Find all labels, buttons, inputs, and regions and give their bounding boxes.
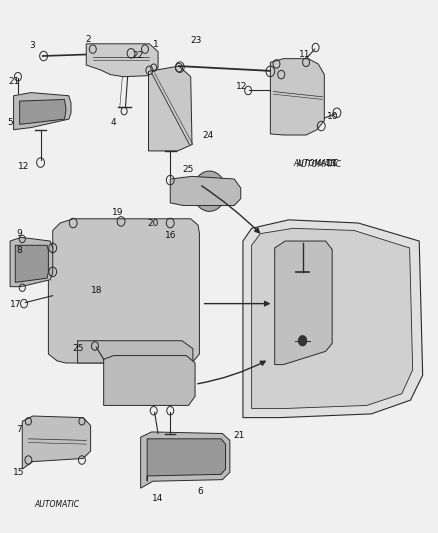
Text: 23: 23	[191, 36, 202, 45]
Text: AUTOMATIC: AUTOMATIC	[297, 160, 342, 168]
Text: 13: 13	[325, 159, 337, 167]
Circle shape	[131, 361, 166, 403]
Text: 12: 12	[236, 82, 247, 91]
Text: 1: 1	[153, 41, 159, 50]
Text: 4: 4	[111, 118, 117, 127]
Text: 5: 5	[7, 118, 13, 127]
Text: 12: 12	[18, 163, 30, 171]
Text: 7: 7	[16, 425, 21, 434]
Circle shape	[296, 293, 310, 310]
Polygon shape	[10, 237, 53, 287]
Text: 19: 19	[112, 208, 124, 217]
Text: 21: 21	[8, 77, 19, 86]
Ellipse shape	[86, 301, 110, 330]
Ellipse shape	[147, 300, 171, 330]
Polygon shape	[252, 228, 413, 409]
Polygon shape	[147, 439, 226, 481]
Text: 18: 18	[91, 286, 102, 295]
Polygon shape	[270, 59, 324, 135]
Polygon shape	[20, 100, 66, 124]
Text: 22: 22	[133, 51, 144, 60]
Text: 2: 2	[85, 35, 91, 44]
Polygon shape	[78, 341, 193, 363]
Circle shape	[205, 186, 214, 197]
Polygon shape	[86, 44, 158, 77]
Circle shape	[143, 376, 154, 389]
Text: AUTOMATIC: AUTOMATIC	[294, 159, 339, 167]
Text: 21: 21	[233, 431, 244, 440]
Text: 3: 3	[29, 42, 35, 51]
Text: 25: 25	[72, 344, 83, 353]
Polygon shape	[104, 356, 195, 406]
Text: 25: 25	[183, 166, 194, 174]
Text: 10: 10	[327, 112, 339, 122]
Polygon shape	[243, 220, 423, 418]
Text: 20: 20	[147, 219, 159, 228]
Polygon shape	[148, 66, 192, 151]
Circle shape	[193, 171, 226, 212]
Polygon shape	[275, 241, 332, 365]
Circle shape	[287, 282, 318, 319]
Polygon shape	[141, 432, 230, 488]
Text: 11: 11	[300, 50, 311, 59]
Text: AUTOMATIC: AUTOMATIC	[35, 499, 80, 508]
Text: 17: 17	[10, 300, 21, 309]
Polygon shape	[22, 416, 91, 469]
Text: 6: 6	[198, 487, 204, 496]
Text: 16: 16	[165, 231, 176, 240]
Circle shape	[279, 272, 326, 330]
Ellipse shape	[106, 247, 148, 286]
Text: 15: 15	[13, 468, 25, 477]
Polygon shape	[170, 176, 241, 206]
Circle shape	[138, 369, 159, 395]
Circle shape	[298, 335, 307, 346]
Polygon shape	[48, 219, 199, 363]
Text: 14: 14	[152, 494, 163, 503]
Text: 24: 24	[202, 131, 214, 140]
Text: 9: 9	[17, 229, 22, 238]
Polygon shape	[15, 245, 48, 282]
Polygon shape	[14, 93, 71, 130]
Circle shape	[200, 180, 219, 203]
Text: 8: 8	[17, 246, 22, 255]
